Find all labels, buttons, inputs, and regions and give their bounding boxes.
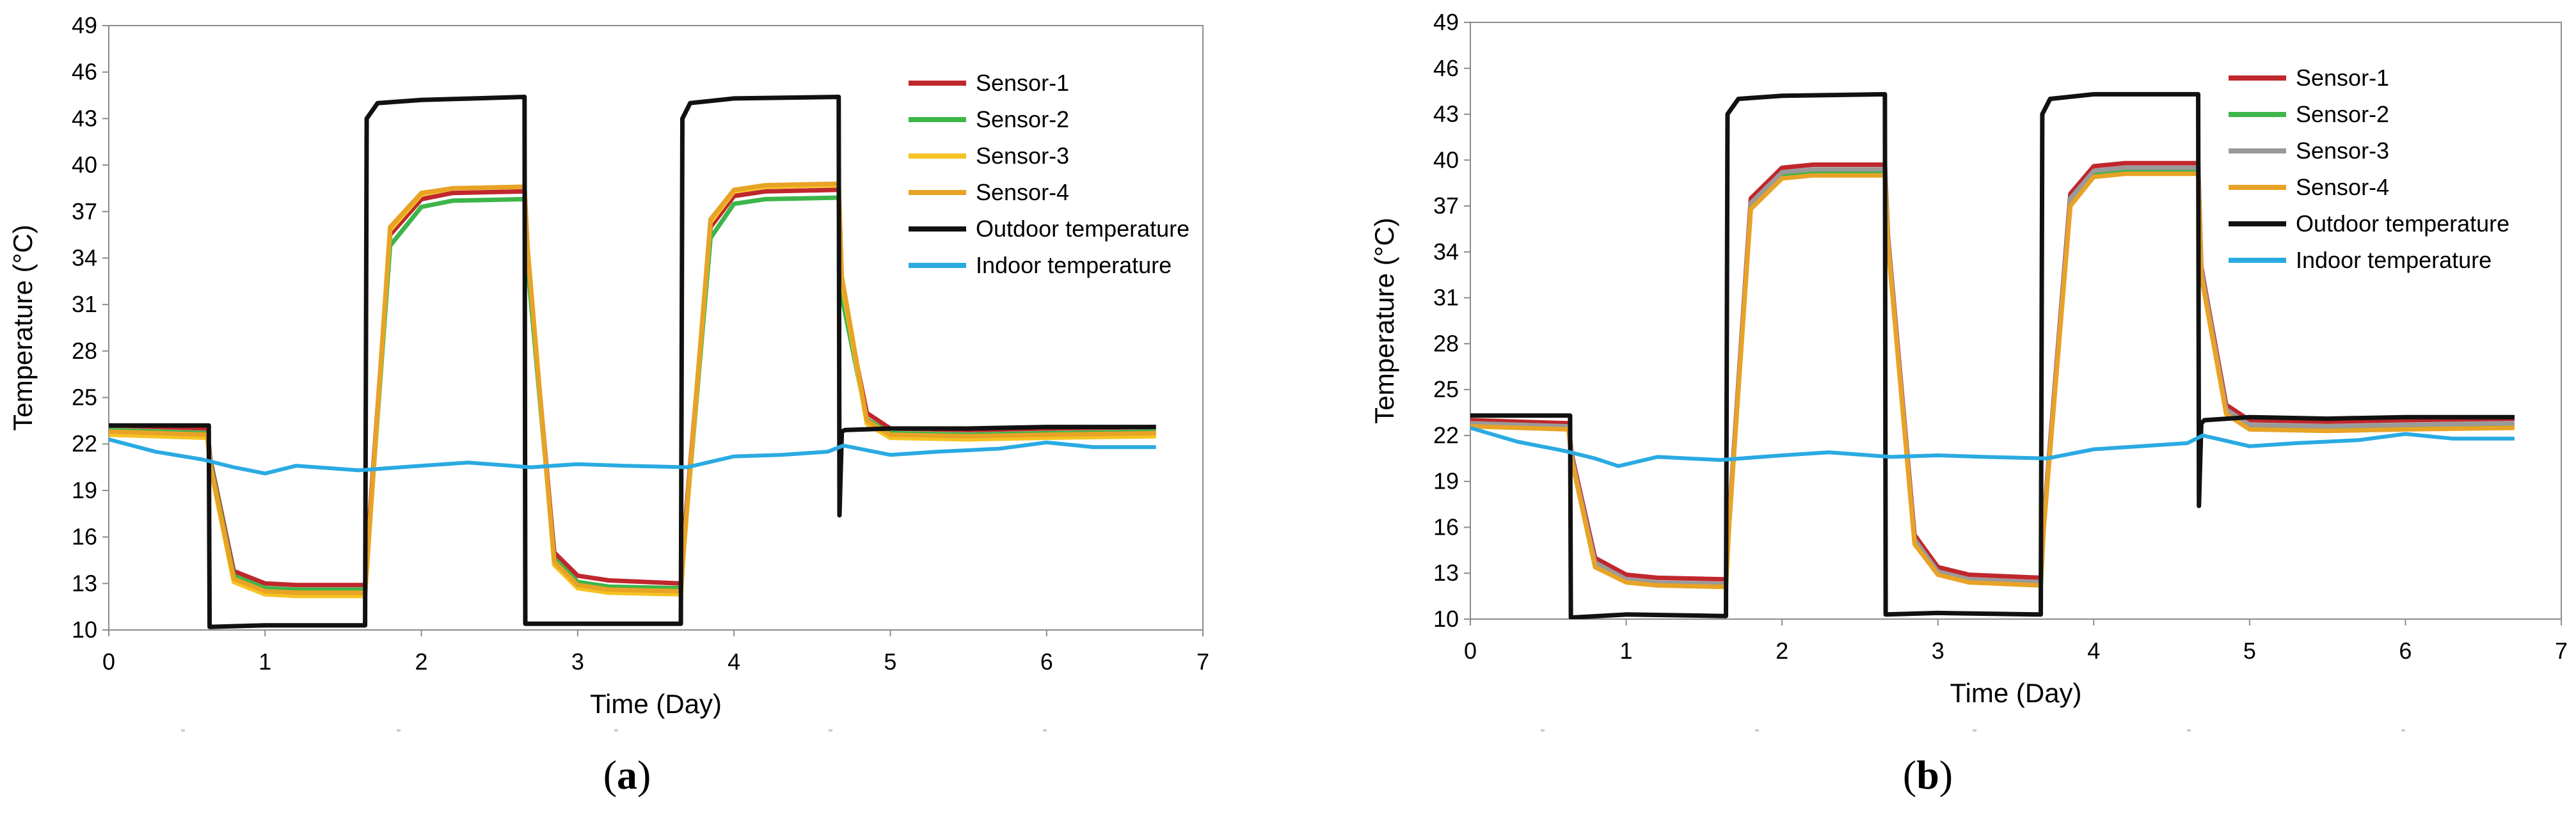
x-tick-label: 4 bbox=[727, 649, 740, 675]
x-axis-label: Time (Day) bbox=[590, 689, 722, 719]
y-tick-label: 10 bbox=[1433, 606, 1459, 632]
legend-label-indoor-temperature: Indoor temperature bbox=[2296, 247, 2492, 273]
y-tick-label: 46 bbox=[1433, 55, 1459, 81]
dash-mark bbox=[397, 729, 401, 732]
y-tick-label: 31 bbox=[1433, 285, 1459, 311]
y-tick-label: 19 bbox=[1433, 468, 1459, 494]
y-tick-label: 49 bbox=[1433, 9, 1459, 35]
series-line-sensor-3 bbox=[109, 183, 1156, 599]
x-tick-label: 6 bbox=[2399, 638, 2412, 664]
y-tick-label: 40 bbox=[72, 152, 97, 178]
legend-label-sensor-1: Sensor-1 bbox=[2296, 65, 2389, 91]
x-tick-label: 4 bbox=[2087, 638, 2100, 664]
caption-b: (b) bbox=[1902, 752, 1953, 798]
y-tick-label: 25 bbox=[1433, 376, 1459, 402]
legend-label-sensor-2: Sensor-2 bbox=[2296, 101, 2389, 127]
y-tick-label: 34 bbox=[1433, 239, 1459, 265]
series-line-sensor-1 bbox=[109, 187, 1156, 588]
series-line-sensor-4 bbox=[1470, 171, 2515, 590]
dash-mark bbox=[829, 729, 832, 732]
dash-mark bbox=[181, 729, 185, 732]
legend-label-sensor-3: Sensor-3 bbox=[2296, 138, 2389, 164]
chart-panel-a: 10 13 16 19 22 25 28 31 34 37 40 43 46 49 0 1 2 3 4 5 6 7 Time… bbox=[8, 12, 1209, 798]
caption-a: (a) bbox=[603, 752, 651, 798]
y-tick-label: 22 bbox=[1433, 422, 1459, 448]
x-tick-label: 5 bbox=[884, 649, 896, 675]
dash-mark bbox=[614, 729, 618, 732]
y-tick-label: 43 bbox=[72, 105, 97, 131]
y-tick-label: 34 bbox=[72, 244, 97, 271]
x-tick-label: 2 bbox=[415, 649, 428, 675]
y-tick-label: 46 bbox=[72, 59, 97, 85]
y-axis-label: Temperature (°C) bbox=[1369, 217, 1399, 424]
x-tick-label: 7 bbox=[2555, 638, 2568, 664]
x-tick-label: 5 bbox=[2243, 638, 2256, 664]
y-tick-label: 43 bbox=[1433, 101, 1459, 127]
legend-label-sensor-4: Sensor-4 bbox=[976, 179, 1069, 205]
x-tick-label: 6 bbox=[1040, 649, 1053, 675]
y-tick-label: 37 bbox=[1433, 193, 1459, 219]
y-tick-label: 49 bbox=[72, 12, 97, 38]
dash-mark bbox=[1541, 729, 1545, 732]
series-line-outdoor-temperature bbox=[109, 95, 1156, 629]
y-tick-label: 16 bbox=[1433, 514, 1459, 540]
y-tick-label: 28 bbox=[72, 338, 97, 364]
x-tick-label: 1 bbox=[258, 649, 271, 675]
y-tick-label: 37 bbox=[72, 198, 97, 224]
y-tick-label: 31 bbox=[72, 291, 97, 317]
dash-mark bbox=[1755, 729, 1759, 732]
dash-mark bbox=[2187, 729, 2191, 732]
y-axis-label: Temperature (°C) bbox=[8, 224, 38, 431]
legend-label-outdoor-temperature: Outdoor temperature bbox=[2296, 210, 2509, 237]
legend-label-outdoor-temperature: Outdoor temperature bbox=[976, 216, 1189, 242]
y-tick-label: 40 bbox=[1433, 146, 1459, 173]
plot-area-frame bbox=[108, 25, 1204, 631]
y-tick-label: 13 bbox=[72, 570, 97, 596]
legend-label-sensor-1: Sensor-1 bbox=[976, 70, 1069, 96]
y-tick-label: 10 bbox=[72, 617, 97, 643]
legend-label-indoor-temperature: Indoor temperature bbox=[976, 252, 1172, 278]
y-tick-label: 25 bbox=[72, 384, 97, 411]
series-line-indoor-temperature bbox=[1470, 426, 2515, 468]
y-tick-label: 13 bbox=[1433, 560, 1459, 586]
x-axis-label: Time (Day) bbox=[1950, 678, 2081, 708]
y-tick-label: 19 bbox=[72, 477, 97, 503]
plot-area-frame bbox=[1470, 22, 2562, 620]
legend-label-sensor-2: Sensor-2 bbox=[976, 106, 1069, 132]
series-line-indoor-temperature bbox=[109, 437, 1156, 476]
series-line-outdoor-temperature bbox=[1470, 91, 2515, 619]
legend-label-sensor-4: Sensor-4 bbox=[2296, 174, 2389, 200]
x-tick-label: 2 bbox=[1776, 638, 1788, 664]
y-tick-label: 22 bbox=[72, 430, 97, 457]
legend-label-sensor-3: Sensor-3 bbox=[976, 143, 1069, 169]
x-tick-label: 3 bbox=[571, 649, 584, 675]
series-line-sensor-4 bbox=[109, 181, 1156, 595]
dash-mark bbox=[2401, 729, 2405, 732]
dash-mark bbox=[1973, 729, 1976, 732]
x-tick-label: 1 bbox=[1620, 638, 1633, 664]
chart-panel-b: 10 13 16 19 22 25 28 31 34 37 40 43 46 49 0 1 2 3 4 5 6 7 Time… bbox=[1288, 0, 2576, 818]
x-tick-label: 0 bbox=[1464, 638, 1477, 664]
y-tick-label: 28 bbox=[1433, 330, 1459, 356]
x-tick-label: 0 bbox=[102, 649, 115, 675]
dash-mark bbox=[1043, 729, 1047, 732]
x-tick-label: 3 bbox=[1932, 638, 1944, 664]
y-tick-label: 16 bbox=[72, 524, 97, 550]
x-tick-label: 7 bbox=[1197, 649, 1209, 675]
